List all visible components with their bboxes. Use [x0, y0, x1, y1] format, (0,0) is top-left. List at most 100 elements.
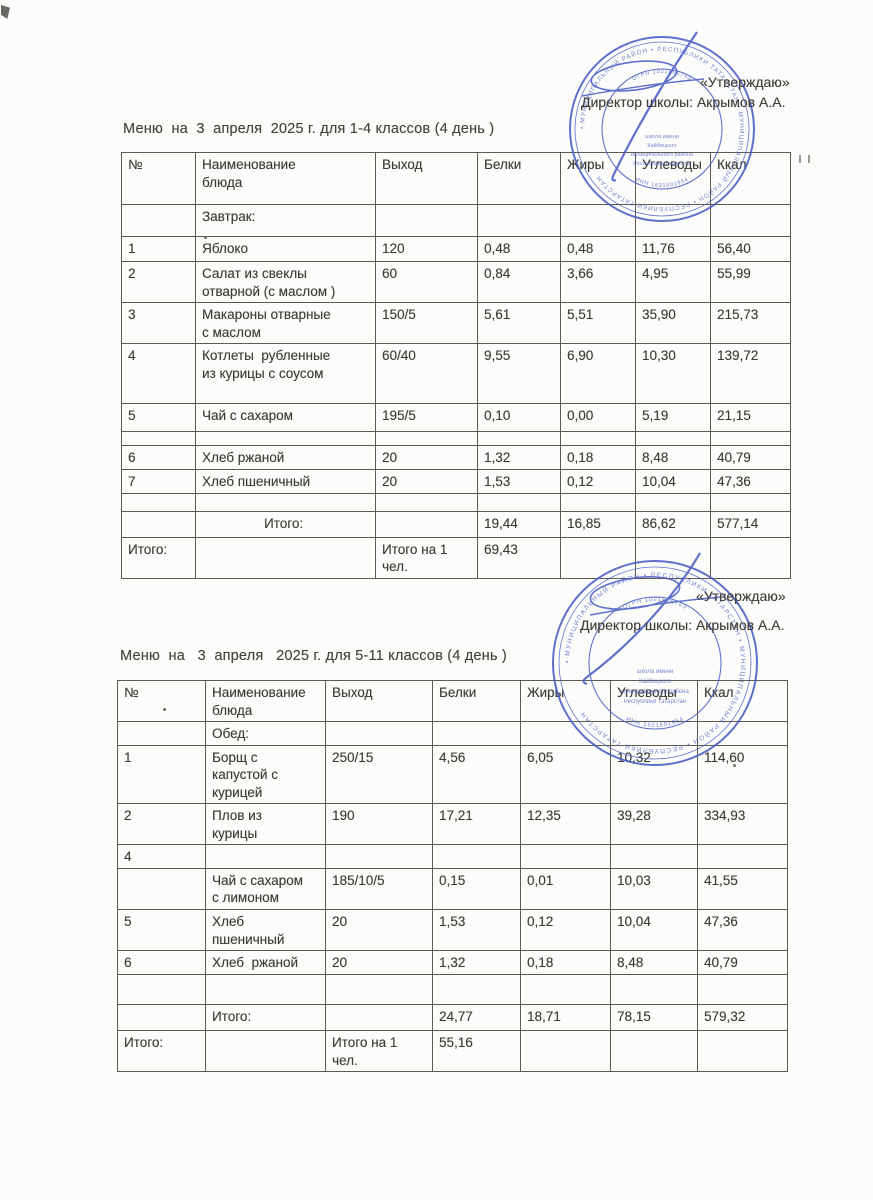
table-row: 1 Борщ с капустой с курицей 250/15 4,56 6,05… [117, 744, 788, 805]
table-cell: Салат из свеклы отварной (с маслом ) [195, 260, 376, 304]
table-cell: 5 [117, 909, 206, 952]
column-header: Углеводы [610, 679, 698, 723]
table-cell: 20 [375, 468, 478, 494]
table-cell: 0,10 [477, 403, 561, 433]
table-row: 6 Хлеб ржаной 20 1,32 0,18 8,48 40,79 [121, 445, 791, 470]
table-row [121, 492, 791, 512]
scan-speck [204, 236, 207, 239]
table-cell [432, 974, 521, 1006]
stamp-center-line: школа имени [637, 669, 674, 675]
table-cell: 4 [121, 343, 196, 405]
table-cell [375, 492, 478, 512]
table-cell [432, 721, 521, 746]
scan-speck [1, 5, 10, 19]
table-cell: 21,15 [710, 403, 791, 433]
table-cell [117, 974, 206, 1006]
table-row: 4 Котлеты рубленные из курицы с соусом 60/… [121, 343, 791, 405]
table-cell [195, 492, 376, 512]
table-cell: 0,15 [432, 867, 521, 911]
table-cell: 4,56 [432, 744, 521, 805]
table-row: Итого: 24,77 18,71 78,15 579,32 [117, 1004, 788, 1032]
svg-text:ОГРН 1021606763: ОГРН 1021606763 [632, 69, 693, 83]
table-cell: 2 [121, 260, 196, 304]
table-row: Чай с сахаром с лимоном 185/10/5 0,15 0,01 1… [117, 867, 788, 911]
table-cell [697, 721, 788, 746]
table-cell: 1 [121, 236, 196, 262]
table-cell: Хлеб пшеничный [205, 909, 326, 952]
table-cell: 579,32 [697, 1004, 788, 1032]
approve-label-2: «Утверждаю» [696, 588, 786, 604]
director-line-2: Директор школы: Акрымов А.А. [580, 617, 785, 633]
table-cell: Хлеб ржаной [195, 445, 376, 470]
table-cell: 150/5 [375, 302, 478, 345]
table-cell [121, 204, 196, 237]
table-cell: 10,04 [610, 909, 698, 952]
table-cell [560, 204, 636, 237]
table-cell: 5 [121, 403, 196, 433]
column-header: Ккал [697, 679, 788, 723]
table-cell [520, 1030, 611, 1073]
menu-table-5-11: № Наименование блюда Выход Белки Жиры Углевод… [117, 679, 788, 1073]
table-cell: Плов из курицы [205, 803, 326, 846]
table-cell [205, 1030, 326, 1073]
table-header: № Наименование блюда Выход Белки Жиры Углевод… [117, 679, 788, 723]
table-cell [325, 1004, 433, 1032]
table-cell: 10,04 [635, 468, 711, 494]
table-cell: Хлеб пшеничный [195, 468, 376, 494]
table-cell [520, 844, 611, 869]
table-cell: 10,30 [635, 343, 711, 405]
table-cell: Чай с сахаром с лимоном [205, 867, 326, 911]
table-cell: 1,53 [432, 909, 521, 952]
table-cell: 1,32 [432, 950, 521, 976]
table-cell: 60/40 [375, 343, 478, 405]
table-cell [325, 844, 433, 869]
table-cell: 8,48 [610, 950, 698, 976]
table-cell [375, 510, 478, 538]
table-cell [610, 844, 698, 869]
table-cell: 1,53 [477, 468, 561, 494]
table-cell [117, 721, 206, 746]
menu-title-1: Меню на 3 апреля 2025 г. для 1-4 классов… [123, 121, 495, 137]
table-cell: 250/15 [325, 744, 433, 805]
table-cell: 56,40 [710, 236, 791, 262]
table-cell: 60 [375, 260, 478, 304]
table-cell: 11,76 [635, 236, 711, 262]
table-cell: 0,84 [477, 260, 561, 304]
table-cell [560, 431, 636, 447]
table-cell: 40,79 [710, 445, 791, 470]
table-cell: 0,48 [560, 236, 636, 262]
table-cell [121, 510, 196, 538]
stamp-ogrn-text: ОГРН 1021606763 [632, 69, 692, 83]
table-cell: 3,66 [560, 260, 636, 304]
table-cell: Итого: [117, 1030, 206, 1073]
table-cell [635, 536, 711, 579]
menu-table-1-4: № Наименование блюда Выход Белки Жиры Углевод… [121, 152, 791, 579]
column-header: Выход [375, 152, 478, 205]
table-cell [195, 431, 376, 447]
approve-label-1: «Утверждаю» [700, 74, 790, 90]
table-cell: 215,73 [710, 302, 791, 345]
table-cell [710, 492, 791, 512]
table-cell: 20 [325, 909, 433, 952]
table-cell: 1,32 [477, 445, 561, 470]
table-cell [195, 536, 376, 579]
column-header: Белки [432, 679, 521, 723]
table-cell [560, 536, 636, 579]
column-header: Белки [477, 152, 561, 205]
stamp-center-line: Кайбицкого [647, 142, 676, 149]
column-header: № [117, 679, 206, 723]
table-cell: 5,19 [635, 403, 711, 433]
table-row [117, 974, 788, 1006]
table-cell: 47,36 [710, 468, 791, 494]
table-cell: 6,90 [560, 343, 636, 405]
table-cell [697, 844, 788, 869]
table-cell: 19,44 [477, 510, 561, 538]
scan-speck [808, 155, 810, 163]
table-cell: 5,61 [477, 302, 561, 345]
column-header: Жиры [520, 679, 611, 723]
table-cell [477, 431, 561, 447]
table-cell: 69,43 [477, 536, 561, 579]
table-cell: 195/5 [375, 403, 478, 433]
table-row: 1 Яблоко 120 0,48 0,48 11,76 56,40 [121, 236, 791, 262]
table-cell [205, 844, 326, 869]
